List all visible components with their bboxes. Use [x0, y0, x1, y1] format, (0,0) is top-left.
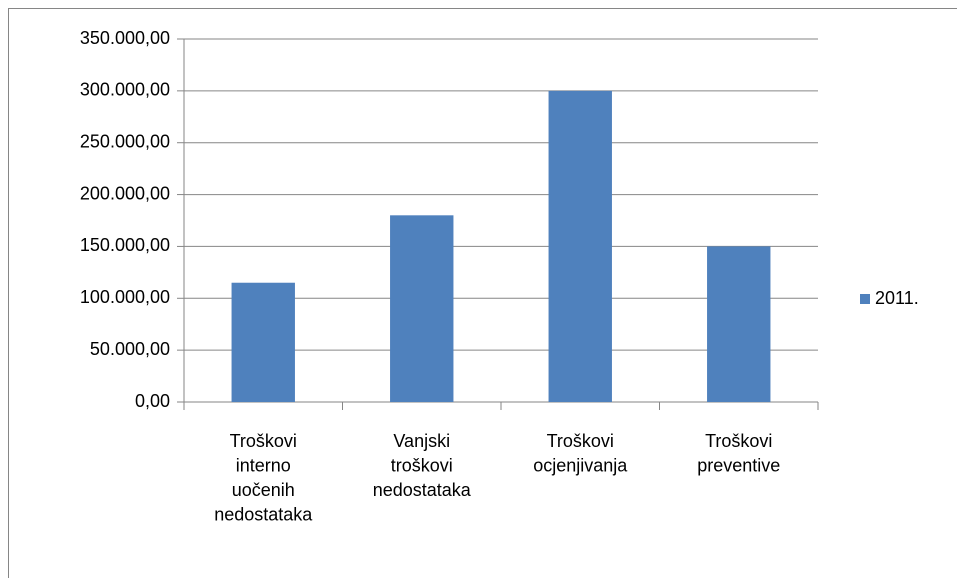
y-tick-label: 300.000,00: [80, 80, 170, 100]
x-tick-label: Troškovi preventive: [697, 431, 780, 476]
legend-swatch: [860, 294, 870, 304]
y-tick-label: 0,00: [135, 391, 170, 411]
bar: [231, 282, 295, 402]
x-tick-label: Vanjski troškovi nedostataka: [373, 431, 472, 500]
y-tick-label: 150.000,00: [80, 235, 170, 255]
x-tick-label: Troškovi ocjenjivanja: [533, 431, 628, 476]
y-tick-label: 50.000,00: [90, 339, 170, 359]
y-tick-label: 250.000,00: [80, 131, 170, 151]
chart-border: [8, 8, 957, 578]
bar: [548, 90, 612, 402]
legend-label: 2011.: [875, 288, 919, 308]
y-tick-label: 100.000,00: [80, 287, 170, 307]
y-tick-label: 350.000,00: [80, 28, 170, 48]
bar: [707, 246, 771, 402]
x-tick-label: Troškovi interno uočenih nedostataka: [214, 431, 313, 525]
bar: [390, 215, 454, 402]
y-tick-label: 200.000,00: [80, 183, 170, 203]
